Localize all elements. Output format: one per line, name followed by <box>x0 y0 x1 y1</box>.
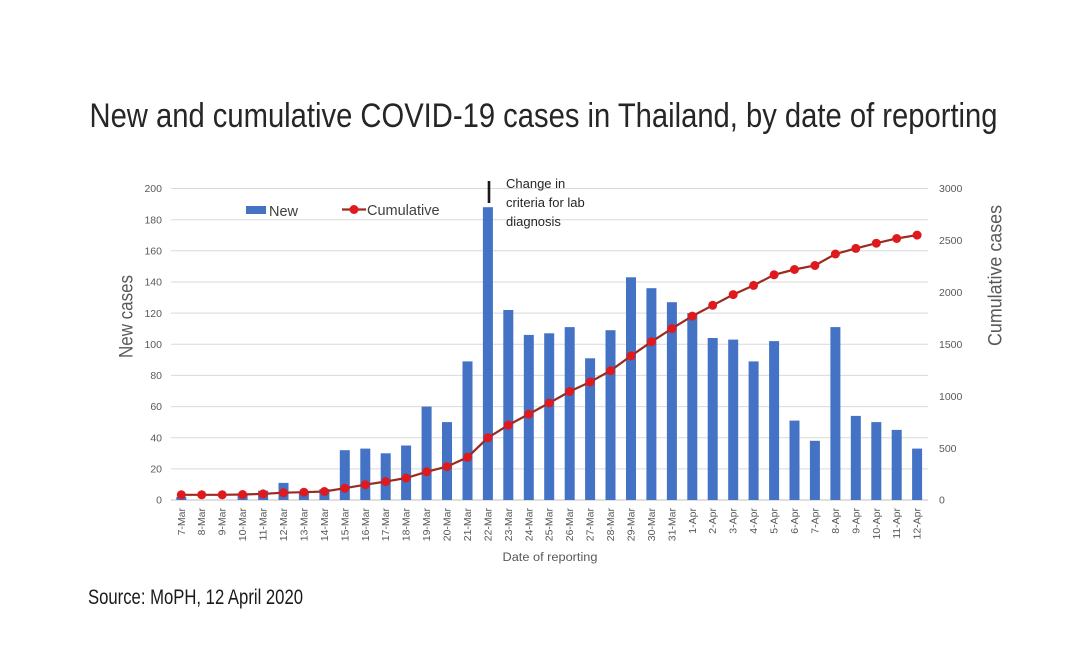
svg-text:19-Mar: 19-Mar <box>421 508 433 542</box>
svg-text:Cumulative cases: Cumulative cases <box>986 205 1007 346</box>
svg-text:8-Apr: 8-Apr <box>830 508 842 534</box>
svg-text:2500: 2500 <box>939 235 963 247</box>
svg-text:22-Mar: 22-Mar <box>482 508 494 542</box>
svg-text:15-Mar: 15-Mar <box>339 508 351 542</box>
svg-text:26-Mar: 26-Mar <box>564 508 576 542</box>
svg-text:200: 200 <box>144 183 162 195</box>
svg-text:Source: MoPH, 12 April 2020: Source: MoPH, 12 April 2020 <box>88 586 303 609</box>
svg-text:10-Apr: 10-Apr <box>871 507 883 539</box>
svg-text:1500: 1500 <box>939 339 963 351</box>
svg-text:14-Mar: 14-Mar <box>319 508 331 542</box>
svg-text:New cases: New cases <box>117 275 138 358</box>
svg-text:21-Mar: 21-Mar <box>462 508 474 542</box>
svg-text:25-Mar: 25-Mar <box>544 508 556 542</box>
svg-text:17-Mar: 17-Mar <box>380 508 392 542</box>
svg-text:1000: 1000 <box>939 391 963 403</box>
svg-text:Cumulative: Cumulative <box>367 203 440 219</box>
svg-text:1-Apr: 1-Apr <box>687 508 699 534</box>
svg-text:8-Mar: 8-Mar <box>196 507 208 535</box>
svg-text:18-Mar: 18-Mar <box>401 508 413 542</box>
svg-text:6-Apr: 6-Apr <box>789 508 801 534</box>
svg-text:100: 100 <box>144 339 162 351</box>
svg-text:11-Apr: 11-Apr <box>891 508 903 539</box>
svg-text:80: 80 <box>150 370 162 382</box>
svg-text:120: 120 <box>144 308 162 320</box>
svg-text:criteria for lab: criteria for lab <box>506 195 585 210</box>
svg-text:4-Apr: 4-Apr <box>748 508 760 534</box>
svg-text:Date of reporting: Date of reporting <box>503 552 598 564</box>
svg-text:New and cumulative COVID-19 ca: New and cumulative COVID-19 cases in Tha… <box>90 97 998 135</box>
svg-text:60: 60 <box>150 401 162 413</box>
svg-text:23-Mar: 23-Mar <box>503 508 515 542</box>
svg-text:5-Apr: 5-Apr <box>769 508 781 534</box>
svg-text:12-Mar: 12-Mar <box>278 508 290 542</box>
svg-text:12-Apr: 12-Apr <box>912 507 924 539</box>
svg-text:28-Mar: 28-Mar <box>605 508 617 542</box>
svg-text:2-Apr: 2-Apr <box>707 508 719 534</box>
svg-text:9-Mar: 9-Mar <box>217 507 229 535</box>
svg-text:7-Mar: 7-Mar <box>176 507 188 535</box>
svg-text:diagnosis: diagnosis <box>506 214 561 229</box>
svg-text:29-Mar: 29-Mar <box>626 508 638 542</box>
svg-text:3000: 3000 <box>939 183 963 195</box>
svg-text:2000: 2000 <box>939 287 963 299</box>
svg-text:11-Mar: 11-Mar <box>258 508 270 541</box>
svg-text:20: 20 <box>150 464 162 476</box>
svg-text:10-Mar: 10-Mar <box>237 508 249 542</box>
svg-text:500: 500 <box>939 443 957 455</box>
svg-text:Change in: Change in <box>506 176 565 191</box>
svg-text:180: 180 <box>144 214 162 226</box>
svg-text:31-Mar: 31-Mar <box>666 508 678 542</box>
svg-text:7-Apr: 7-Apr <box>809 508 821 534</box>
svg-text:0: 0 <box>156 495 162 507</box>
svg-text:3-Apr: 3-Apr <box>728 508 740 534</box>
svg-text:New: New <box>269 204 299 220</box>
svg-text:27-Mar: 27-Mar <box>585 508 597 542</box>
svg-text:140: 140 <box>144 277 162 289</box>
svg-text:30-Mar: 30-Mar <box>646 508 658 542</box>
svg-text:40: 40 <box>150 432 162 444</box>
svg-text:16-Mar: 16-Mar <box>360 508 372 542</box>
svg-text:9-Apr: 9-Apr <box>850 508 862 534</box>
svg-text:0: 0 <box>939 495 945 507</box>
svg-text:24-Mar: 24-Mar <box>523 508 535 542</box>
svg-text:160: 160 <box>144 246 162 258</box>
svg-text:13-Mar: 13-Mar <box>298 508 310 542</box>
svg-text:20-Mar: 20-Mar <box>442 508 454 542</box>
